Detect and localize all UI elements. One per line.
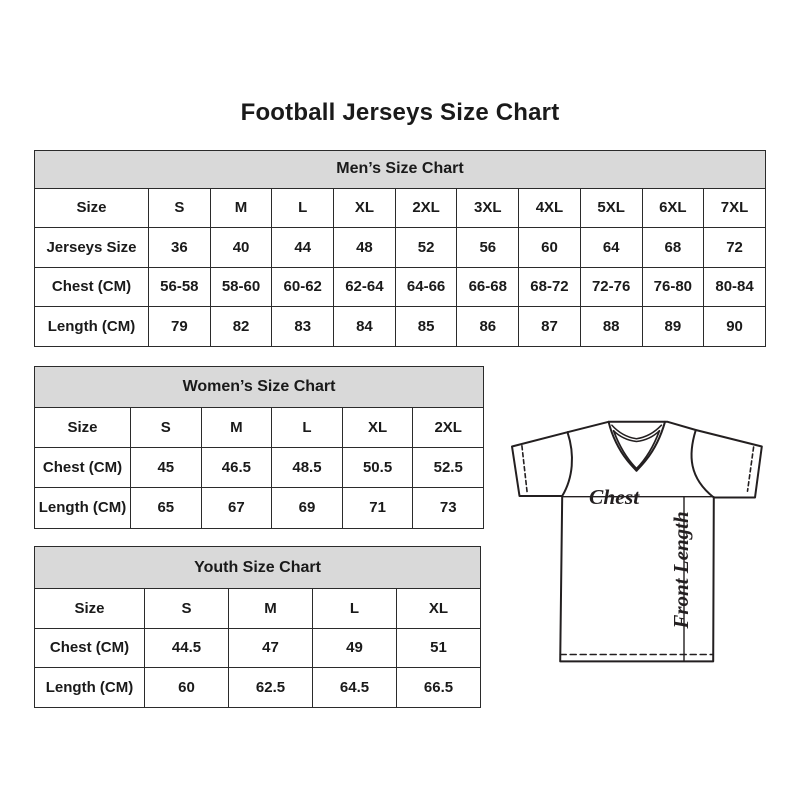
- svg-text:Chest: Chest: [589, 485, 640, 509]
- svg-text:Front Length: Front Length: [669, 511, 693, 629]
